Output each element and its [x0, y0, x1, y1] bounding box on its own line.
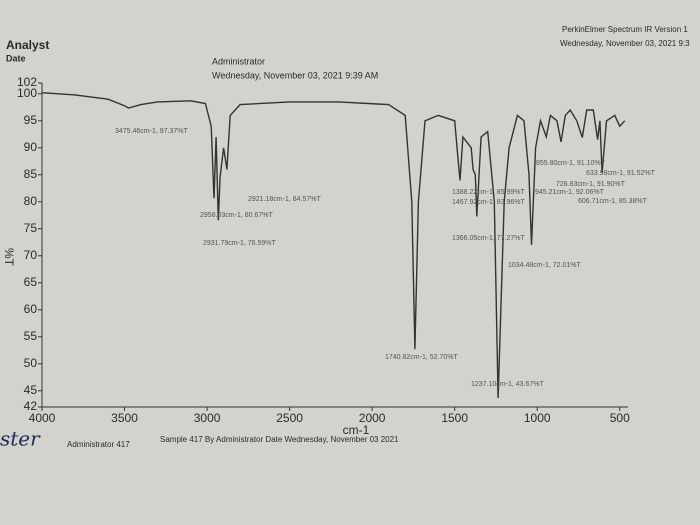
peak-annotation: 1388.22cm-1, 85.99%T	[452, 189, 525, 196]
handwriting: ster	[0, 427, 41, 451]
x-tick-label: 2000	[359, 411, 386, 425]
peak-annotation: 3475.46cm-1, 97.37%T	[115, 128, 188, 135]
peak-annotation: 2958.03cm-1, 80.67%T	[200, 212, 273, 219]
x-tick-label: 4000	[29, 411, 56, 425]
y-label: %T	[2, 248, 16, 267]
peak-annotation: 2921.18cm-1, 84.57%T	[248, 196, 321, 203]
operator: Administrator	[212, 56, 265, 66]
y-tick-label: 102	[17, 75, 37, 89]
y-tick-label: 70	[24, 248, 38, 262]
y-tick-label: 55	[24, 329, 38, 343]
date: Date	[6, 53, 26, 63]
x-tick-label: 3000	[194, 411, 221, 425]
instrument-date: Wednesday, November 03, 2021 9:3	[560, 39, 690, 48]
peak-annotation: 726.83cm-1, 91.90%T	[556, 181, 626, 188]
y-tick-label: 80	[24, 194, 38, 208]
x-tick-label: 1500	[441, 411, 468, 425]
x-tick-label: 1000	[524, 411, 551, 425]
datetime: Wednesday, November 03, 2021 9:39 AM	[212, 70, 378, 80]
peak-annotation: 1366.05cm-1, 77.27%T	[452, 235, 525, 242]
peak-annotation: 1740.82cm-1, 52.70%T	[385, 354, 458, 361]
y-tick-label: 65	[24, 275, 38, 289]
spectrum-line	[41, 92, 626, 399]
y-tick-label: 85	[24, 167, 38, 181]
peak-annotation: 606.71cm-1, 85.38%T	[578, 198, 648, 205]
x-tick-label: 3500	[111, 411, 138, 425]
footer-sample: Sample 417 By Administrator Date Wednesd…	[160, 435, 399, 444]
peak-annotation: 945.21cm-1, 92.06%T	[535, 189, 605, 196]
y-tick-label: 45	[24, 383, 38, 397]
y-tick-label: 75	[24, 221, 38, 235]
peak-annotation: 633.98cm-1, 91.52%T	[586, 170, 656, 177]
peak-annotation: 855.80cm-1, 91.10%T	[536, 160, 606, 167]
y-tick-label: 90	[24, 140, 38, 154]
peak-annotation: 1034.48cm-1, 72.01%T	[508, 262, 581, 269]
analyst: Analyst	[6, 38, 49, 52]
peak-annotation: 2931.79cm-1, 76.59%T	[203, 240, 276, 247]
y-tick-label: 60	[24, 302, 38, 316]
x-tick-label: 500	[610, 411, 630, 425]
y-tick-label: 42	[24, 399, 38, 413]
peak-annotation: 1467.92cm-1, 83.96%T	[452, 199, 525, 206]
peak-annotation: 1237.10cm-1, 43.67%T	[471, 381, 544, 388]
instrument: PerkinElmer Spectrum IR Version 1	[562, 25, 688, 34]
y-tick-label: 95	[24, 113, 38, 127]
footer-operator: Administrator 417	[67, 440, 130, 449]
y-tick-label: 100	[17, 86, 37, 100]
x-label: cm-1	[343, 423, 370, 437]
y-tick-label: 50	[24, 356, 38, 370]
x-tick-label: 2500	[276, 411, 303, 425]
